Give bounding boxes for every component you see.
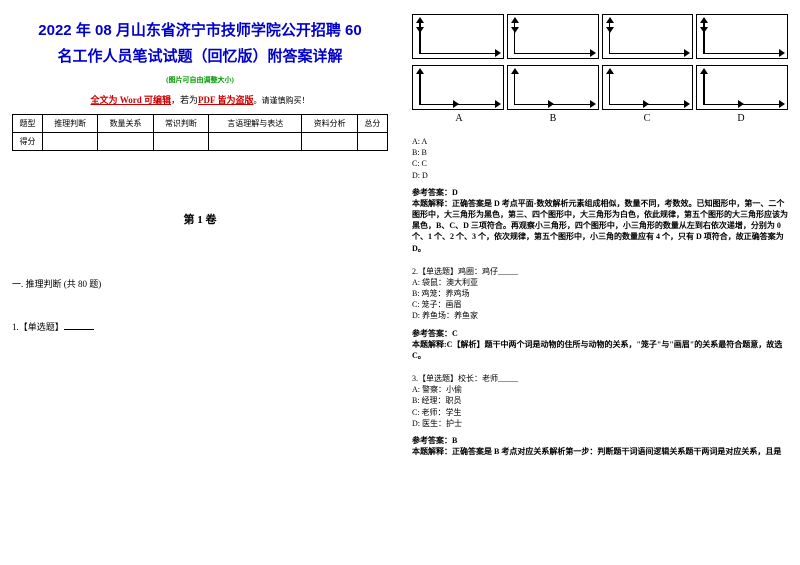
q3-stem: 3.【单选题】校长：老师_____ bbox=[412, 373, 788, 384]
option-c: C: C bbox=[412, 158, 788, 169]
figure-option-labels: A B C D bbox=[412, 113, 788, 124]
volume-title: 第 1 卷 bbox=[12, 211, 388, 227]
q2-opt-d: D: 养鱼场：养鱼家 bbox=[412, 310, 788, 321]
section-title: 一. 推理判断 (共 80 题) bbox=[12, 277, 388, 290]
fig-label-a: A bbox=[412, 113, 506, 124]
cell-col4: 言语理解与表达 bbox=[209, 115, 302, 133]
cell-col1: 推理判断 bbox=[43, 115, 98, 133]
q1-options-block: A: A B: B C: C D: D 参考答案：D 本题解释：正确答案是 D … bbox=[412, 136, 788, 254]
figure-cell bbox=[507, 65, 599, 110]
q2-stem: 2.【单选题】鸡圈：鸡仔_____ bbox=[412, 266, 788, 277]
figure-row-1 bbox=[412, 14, 788, 59]
question-1: 1.【单选题】 bbox=[12, 320, 388, 333]
cell-col2: 数量关系 bbox=[98, 115, 153, 133]
figure-cell bbox=[696, 65, 788, 110]
subtitle: (图片可自由调整大小) bbox=[12, 75, 388, 85]
q2-opt-c: C: 笼子：画眉 bbox=[412, 299, 788, 310]
figure-cell bbox=[412, 65, 504, 110]
option-d: D: D bbox=[412, 170, 788, 181]
answer-explanation: 本题解释：正确答案是 D 考点平面-数效解析元素组成相似，数量不同，考数效。已知… bbox=[412, 198, 788, 254]
cell-blank bbox=[209, 133, 302, 151]
cell-blank bbox=[153, 133, 208, 151]
fig-label-c: C bbox=[600, 113, 694, 124]
document-title: 2022 年 08 月山东省济宁市技师学院公开招聘 60 名工作人员笔试试题（回… bbox=[12, 18, 388, 69]
cell-blank bbox=[357, 133, 387, 151]
question-3: 3.【单选题】校长：老师_____ A: 警察：小偷 B: 经理：职员 C: 老… bbox=[412, 373, 788, 457]
title-line-2: 名工作人员笔试试题（回忆版）附答案详解 bbox=[12, 44, 388, 70]
table-row: 得分 bbox=[13, 133, 388, 151]
q2-answer-label: 参考答案：C bbox=[412, 328, 788, 339]
score-table: 题型 推理判断 数量关系 常识判断 言语理解与表达 资料分析 总分 得分 bbox=[12, 114, 388, 151]
answer-label: 参考答案：D bbox=[412, 187, 788, 198]
q3-opt-d: D: 医生：护士 bbox=[412, 418, 788, 429]
question-2: 2.【单选题】鸡圈：鸡仔_____ A: 袋鼠：澳大利亚 B: 鸡笼：养鸡场 C… bbox=[412, 266, 788, 361]
cell-col5: 资料分析 bbox=[302, 115, 357, 133]
cell-blank bbox=[302, 133, 357, 151]
edit-suffix: PDF 皆为盗版 bbox=[198, 95, 253, 105]
page-root: 2022 年 08 月山东省济宁市技师学院公开招聘 60 名工作人员笔试试题（回… bbox=[0, 0, 800, 565]
q3-opt-c: C: 老师：学生 bbox=[412, 407, 788, 418]
edit-prefix: 全文为 Word 可编辑 bbox=[91, 95, 172, 105]
edit-mid: ，若为 bbox=[171, 95, 198, 105]
figure-cell bbox=[602, 14, 694, 59]
cell-col6: 总分 bbox=[357, 115, 387, 133]
column-left: 2022 年 08 月山东省济宁市技师学院公开招聘 60 名工作人员笔试试题（回… bbox=[0, 0, 400, 565]
cell-col3: 常识判断 bbox=[153, 115, 208, 133]
q3-explanation: 本题解释：正确答案是 B 考点对应关系解析第一步：判断题干词语间逻辑关系题干两词… bbox=[412, 446, 788, 457]
edit-note: 全文为 Word 可编辑，若为PDF 皆为盗版。请谨慎购买！ bbox=[12, 93, 388, 106]
q3-answer-label: 参考答案：B bbox=[412, 435, 788, 446]
cell-blank bbox=[98, 133, 153, 151]
q3-opt-a: A: 警察：小偷 bbox=[412, 384, 788, 395]
q1-label: 1.【单选题】 bbox=[12, 322, 64, 332]
figure-cell bbox=[412, 14, 504, 59]
fig-label-d: D bbox=[694, 113, 788, 124]
edit-tail: 。请谨慎购买！ bbox=[253, 96, 309, 105]
cell-blank bbox=[43, 133, 98, 151]
column-right: A B C D A: A B: B C: C D: D 参考答案：D 本题解释：… bbox=[400, 0, 800, 565]
q2-opt-a: A: 袋鼠：澳大利亚 bbox=[412, 277, 788, 288]
fig-label-b: B bbox=[506, 113, 600, 124]
q2-explanation: 本题解释:C【解析】题干中两个词是动物的住所与动物的关系，"笼子"与"画眉"的关… bbox=[412, 339, 788, 361]
figure-cell bbox=[602, 65, 694, 110]
q3-opt-b: B: 经理：职员 bbox=[412, 395, 788, 406]
option-a: A: A bbox=[412, 136, 788, 147]
q2-opt-b: B: 鸡笼：养鸡场 bbox=[412, 288, 788, 299]
figure-row-2 bbox=[412, 65, 788, 110]
figure-cell bbox=[507, 14, 599, 59]
cell-score-label: 得分 bbox=[13, 133, 43, 151]
table-row: 题型 推理判断 数量关系 常识判断 言语理解与表达 资料分析 总分 bbox=[13, 115, 388, 133]
title-line-1: 2022 年 08 月山东省济宁市技师学院公开招聘 60 bbox=[12, 18, 388, 44]
option-b: B: B bbox=[412, 147, 788, 158]
cell-type-label: 题型 bbox=[13, 115, 43, 133]
figure-cell bbox=[696, 14, 788, 59]
blank-line bbox=[64, 321, 94, 330]
